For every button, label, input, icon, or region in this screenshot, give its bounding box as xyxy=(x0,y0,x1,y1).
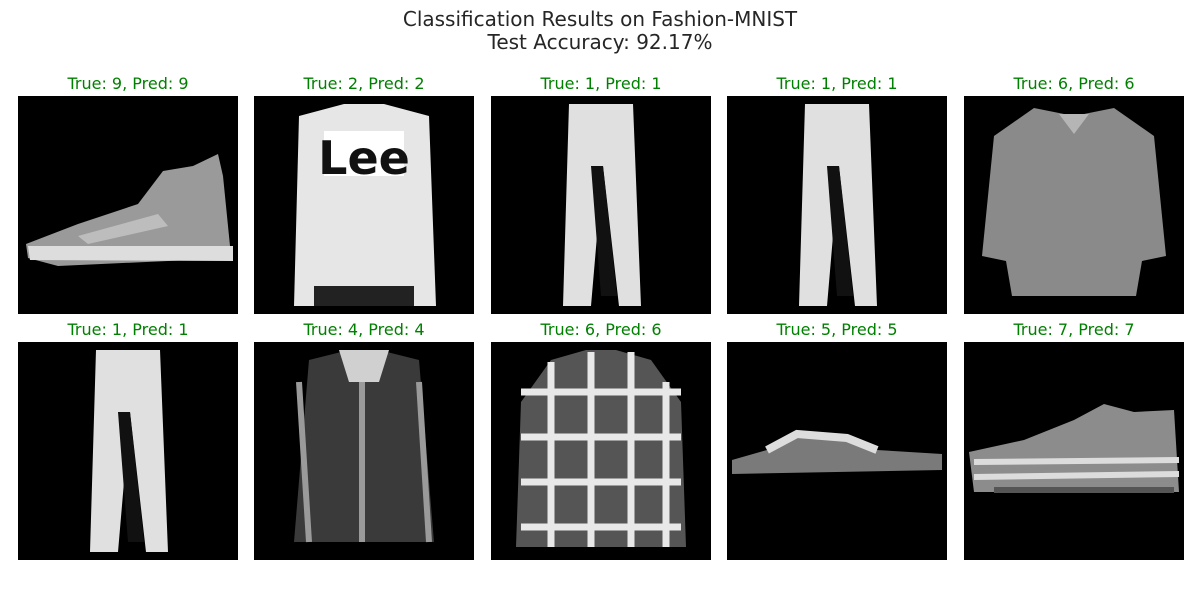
panel-title: True: 2, Pred: 2 xyxy=(303,74,425,93)
sample-image: Lee xyxy=(254,96,474,314)
sample-image xyxy=(18,342,238,560)
figure-title: Classification Results on Fashion-MNIST … xyxy=(0,8,1200,54)
panel-title: True: 1, Pred: 1 xyxy=(67,320,189,339)
panel-title: True: 6, Pred: 6 xyxy=(1013,74,1135,93)
trouser-image xyxy=(491,96,711,314)
trouser-image xyxy=(18,342,238,560)
sneaker-image xyxy=(964,342,1184,560)
trouser-image xyxy=(727,96,947,314)
sample-image xyxy=(727,96,947,314)
sample-image xyxy=(964,342,1184,560)
figure-title-line: Classification Results on Fashion-MNIST xyxy=(402,7,798,31)
sample-image xyxy=(727,342,947,560)
coat-image xyxy=(254,342,474,560)
ankle-boot-image xyxy=(18,96,238,314)
panel-title: True: 7, Pred: 7 xyxy=(1013,320,1135,339)
pullover-image: Lee xyxy=(254,96,474,314)
sandal-image xyxy=(727,342,947,560)
sample-image xyxy=(254,342,474,560)
panel-title: True: 4, Pred: 4 xyxy=(303,320,425,339)
sample-image xyxy=(491,96,711,314)
panel-title: True: 6, Pred: 6 xyxy=(540,320,662,339)
panel-title: True: 1, Pred: 1 xyxy=(776,74,898,93)
panel-title: True: 5, Pred: 5 xyxy=(776,320,898,339)
svg-text:Lee: Lee xyxy=(318,131,410,185)
sample-image xyxy=(18,96,238,314)
panel-title: True: 1, Pred: 1 xyxy=(540,74,662,93)
panel-title: True: 9, Pred: 9 xyxy=(67,74,189,93)
shirt-image xyxy=(964,96,1184,314)
sample-image xyxy=(491,342,711,560)
figure-subtitle-line: Test Accuracy: 92.17% xyxy=(487,30,713,54)
sample-image xyxy=(964,96,1184,314)
plaid-shirt-image xyxy=(491,342,711,560)
